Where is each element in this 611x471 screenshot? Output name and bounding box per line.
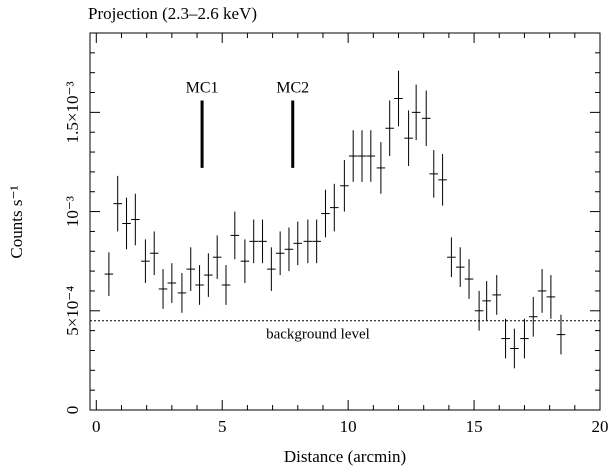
x-tick-label: 10	[340, 417, 357, 436]
x-tick-label: 20	[592, 417, 609, 436]
x-axis-label: Distance (arcmin)	[284, 447, 406, 466]
y-tick-label: 5×10⁻⁴	[63, 286, 82, 336]
x-tick-label: 0	[92, 417, 101, 436]
x-tick-label: 5	[218, 417, 227, 436]
annotation-label: MC1	[186, 79, 219, 96]
y-tick-label: 10⁻³	[63, 196, 82, 227]
annotation-label: MC2	[276, 79, 309, 96]
y-axis-label: Counts s⁻¹	[7, 185, 26, 258]
plot-frame	[89, 32, 601, 411]
y-tick-label: 0	[63, 406, 82, 415]
chart-title: Projection (2.3–2.6 keV)	[88, 4, 257, 23]
x-tick-label: 15	[466, 417, 483, 436]
y-tick-label: 1.5×10⁻³	[63, 81, 82, 143]
background-label: background level	[266, 327, 370, 343]
